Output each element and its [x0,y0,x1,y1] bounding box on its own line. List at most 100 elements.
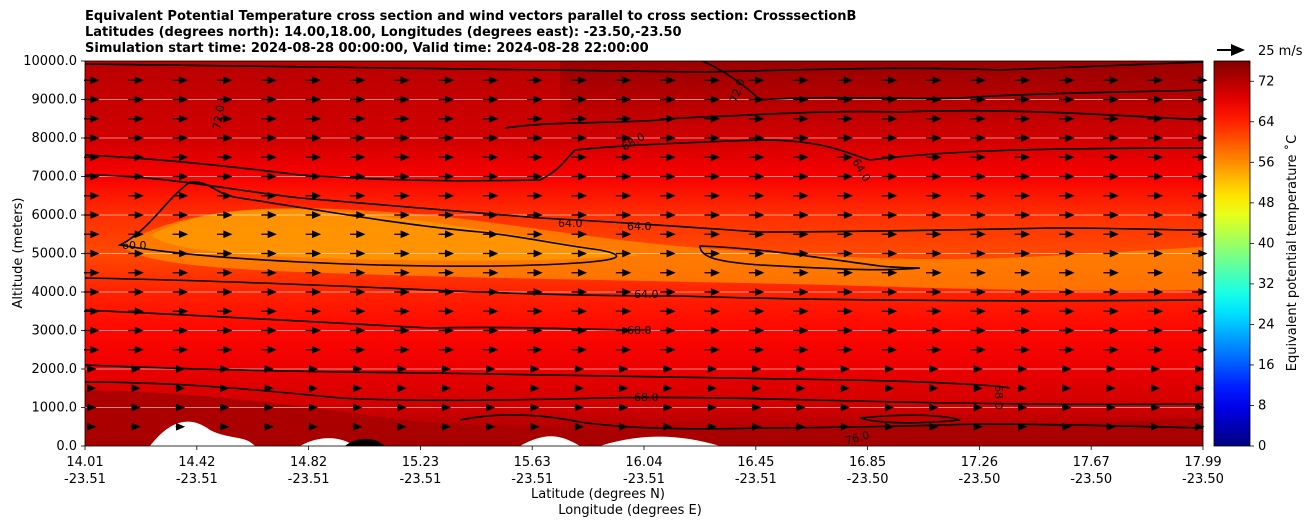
chart-title: Equivalent Potential Temperature cross s… [85,9,856,57]
x-tick-label-longitude: -23.51 [735,472,777,487]
title-line-3: Simulation start time: 2024-08-28 00:00:… [85,41,649,56]
wind-vector-arrow [837,288,853,296]
wind-vector-arrow [1059,230,1075,239]
wind-vector-arrow [881,95,898,104]
contour-label: 68.0 [627,324,652,337]
wind-vector-arrow [793,134,809,142]
wind-vector-arrow [1017,422,1028,431]
y-tick-label: 4000.0 [32,285,78,300]
wind-vector-arrow [84,307,100,316]
wind-vector-arrow [1147,345,1164,354]
wind-vector-arrow [438,191,455,200]
wind-vector-arrow [216,345,233,354]
wind-vector-arrow [837,191,853,200]
wind-vector-arrow [394,211,410,219]
wind-vector-arrow [84,95,100,104]
wind-vector-arrow [1103,345,1119,354]
wind-vector-arrow [482,114,499,123]
wind-vector-arrow [796,384,806,393]
wind-vector-arrow [128,172,144,181]
wind-vector-arrow [264,365,274,373]
wind-vector-arrow [527,114,543,123]
wind-vector-arrow [131,422,141,431]
wind-vector-arrow [1059,345,1075,354]
wind-vector-arrow [1014,326,1031,335]
wind-vector-arrow [438,288,455,296]
wind-vector-arrow [926,134,942,142]
wind-vector-arrow [1059,172,1075,181]
wind-vector-arrow [1147,326,1164,335]
wind-vector-arrow [87,384,97,393]
wind-vector-arrow [438,95,455,104]
wind-vector-arrow [793,345,809,354]
wind-vector-arrow [748,191,765,200]
wind-vector-arrow [128,288,144,296]
wind-vector-arrow [175,403,186,412]
wind-vector-arrow [216,326,233,335]
wind-vector-arrow [748,76,765,85]
wind-vector-arrow [1103,326,1119,335]
wind-vector-arrow [571,211,588,219]
wind-vector-arrow [216,191,233,200]
wind-vector-arrow [527,76,543,85]
wind-vector-arrow [1059,288,1075,296]
wind-vector-arrow [305,307,322,316]
wind-vector-arrow [663,365,673,373]
wind-vector-arrow [1059,95,1075,104]
wind-vector-arrow [394,249,410,258]
wind-vector-arrow [704,76,721,85]
wind-vector-arrow [1062,422,1072,431]
wind-vector-arrow [84,230,100,239]
wind-vector-arrow [1014,288,1031,296]
wind-vector-arrow [970,76,986,85]
wind-vector-arrow [305,211,322,219]
wind-vector-arrow [527,288,543,296]
wind-vector-arrow [1192,326,1208,335]
wind-vector-arrow [574,422,585,431]
wind-vector-arrow [1059,268,1075,277]
x-tick-label-longitude: -23.51 [511,472,553,487]
wind-vector-arrow [1103,268,1119,277]
wind-vector-arrow [571,172,588,181]
wind-vector-arrow [881,230,898,239]
wind-vector-arrow [84,345,100,354]
wind-vector-arrow [394,153,410,162]
wind-vector-arrow [261,268,277,277]
wind-vector-arrow [707,384,718,393]
wind-vector-arrow [349,153,366,162]
wind-vector-arrow [1059,153,1075,162]
wind-vector-arrow [881,326,898,335]
contour-line [504,109,1203,129]
wind-vector-arrow [660,288,676,296]
wind-vector-arrow [438,307,455,316]
wind-vector-arrow [707,365,718,373]
wind-vector-arrow [793,95,809,104]
colorbar-tick-label: 0 [1258,439,1266,454]
wind-vector-arrow [441,384,452,393]
wind-vector-arrow [349,288,366,296]
wind-vector-arrow [618,403,629,412]
x-tick-label-longitude: -23.50 [1070,472,1112,487]
wind-vector-arrow [261,134,277,142]
wind-vector-arrow [615,326,632,335]
contour-label: 60.0 [122,239,147,252]
wind-vector-arrow [261,307,277,316]
wind-vector-arrow [615,191,632,200]
wind-vector-arrow [1017,384,1028,393]
wind-vector-arrow [1147,76,1164,85]
wind-vector-arrow [881,249,898,258]
wind-vector-arrow [394,326,410,335]
wind-vector-arrow [926,326,942,335]
wind-vector-arrow [618,422,629,431]
wind-vector-arrow [305,268,322,277]
contour-line [459,414,1203,430]
wind-vector-arrow [970,326,986,335]
wind-vector-arrow [261,114,277,123]
x-tick-label-latitude: 14.42 [178,455,215,470]
wind-vector-arrow [884,422,895,431]
wind-vector-arrow [837,95,853,104]
wind-vector-arrow [397,365,407,373]
wind-vector-arrow [1192,230,1208,239]
wind-vector-arrow [793,268,809,277]
wind-vector-arrow [1195,422,1205,431]
